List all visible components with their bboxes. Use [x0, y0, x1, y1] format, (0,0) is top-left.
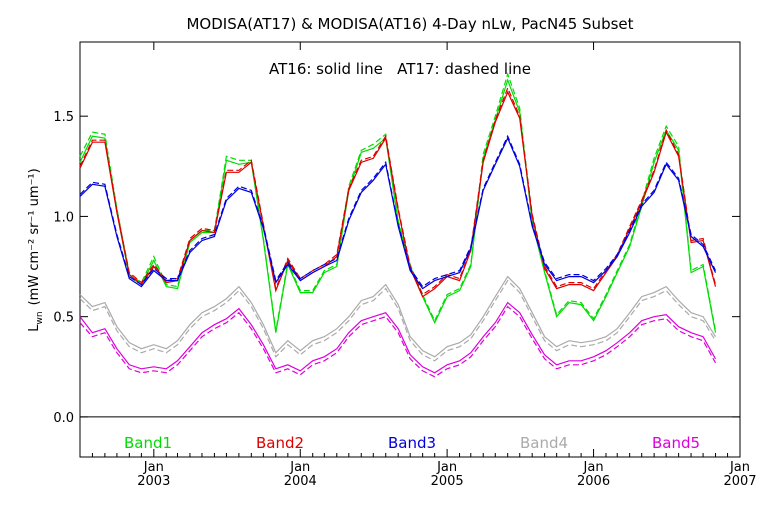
x-tick-year: 2005 [431, 474, 464, 489]
x-tick-year: 2004 [284, 474, 317, 489]
y-tick-label: 1.5 [53, 110, 74, 125]
x-tick-year: 2003 [137, 474, 170, 489]
legend-item-band5: Band5 [652, 434, 700, 452]
series-band4-at16-line [79, 275, 717, 358]
series-band3-at17-line [79, 134, 717, 288]
x-tick-month: Jan [143, 460, 164, 475]
legend-item-band4: Band4 [520, 434, 568, 452]
svg-text:Lwn(mW cm⁻² sr⁻¹ um⁻¹): Lwn (mW cm⁻² sr⁻¹ um⁻¹) [27, 168, 45, 331]
y-axis-label-subscript: wn [35, 311, 45, 324]
series-band5-at17-line [79, 305, 717, 378]
y-tick-label: 0.0 [53, 411, 74, 426]
y-axis-label: Lwn (mW cm⁻² sr⁻¹ um⁻¹) [27, 168, 45, 331]
x-tick-month: Jan [289, 460, 310, 475]
legend: Band1 Band2 Band3 Band4 Band5 [124, 434, 700, 452]
series-lines [79, 72, 717, 378]
legend-item-band1: Band1 [124, 434, 172, 452]
chart-title: MODISA(AT17) & MODISA(AT16) 4-Day nLw, P… [186, 15, 633, 33]
y-axis-label-symbol: L [27, 324, 42, 332]
x-tick-month: Jan [436, 460, 457, 475]
plot-frame [79, 41, 741, 458]
y-tick-label: 1.0 [53, 210, 74, 225]
legend-item-band3: Band3 [388, 434, 436, 452]
x-tick-month: Jan [729, 460, 750, 475]
legend-item-band2: Band2 [256, 434, 304, 452]
series-band5-at16-line [79, 301, 717, 374]
x-tick-year: 2007 [723, 474, 756, 489]
y-axis-label-units: (mW cm⁻² sr⁻¹ um⁻¹) [27, 168, 42, 305]
y-axis-ticks: 0.0 0.5 1.0 1.5 [53, 110, 740, 426]
x-tick-month: Jan [583, 460, 604, 475]
line-style-note: AT16: solid line AT17: dashed line [269, 60, 531, 78]
y-tick-label: 0.5 [53, 311, 74, 326]
series-band4-at17-line [79, 279, 717, 362]
x-tick-year: 2006 [577, 474, 610, 489]
